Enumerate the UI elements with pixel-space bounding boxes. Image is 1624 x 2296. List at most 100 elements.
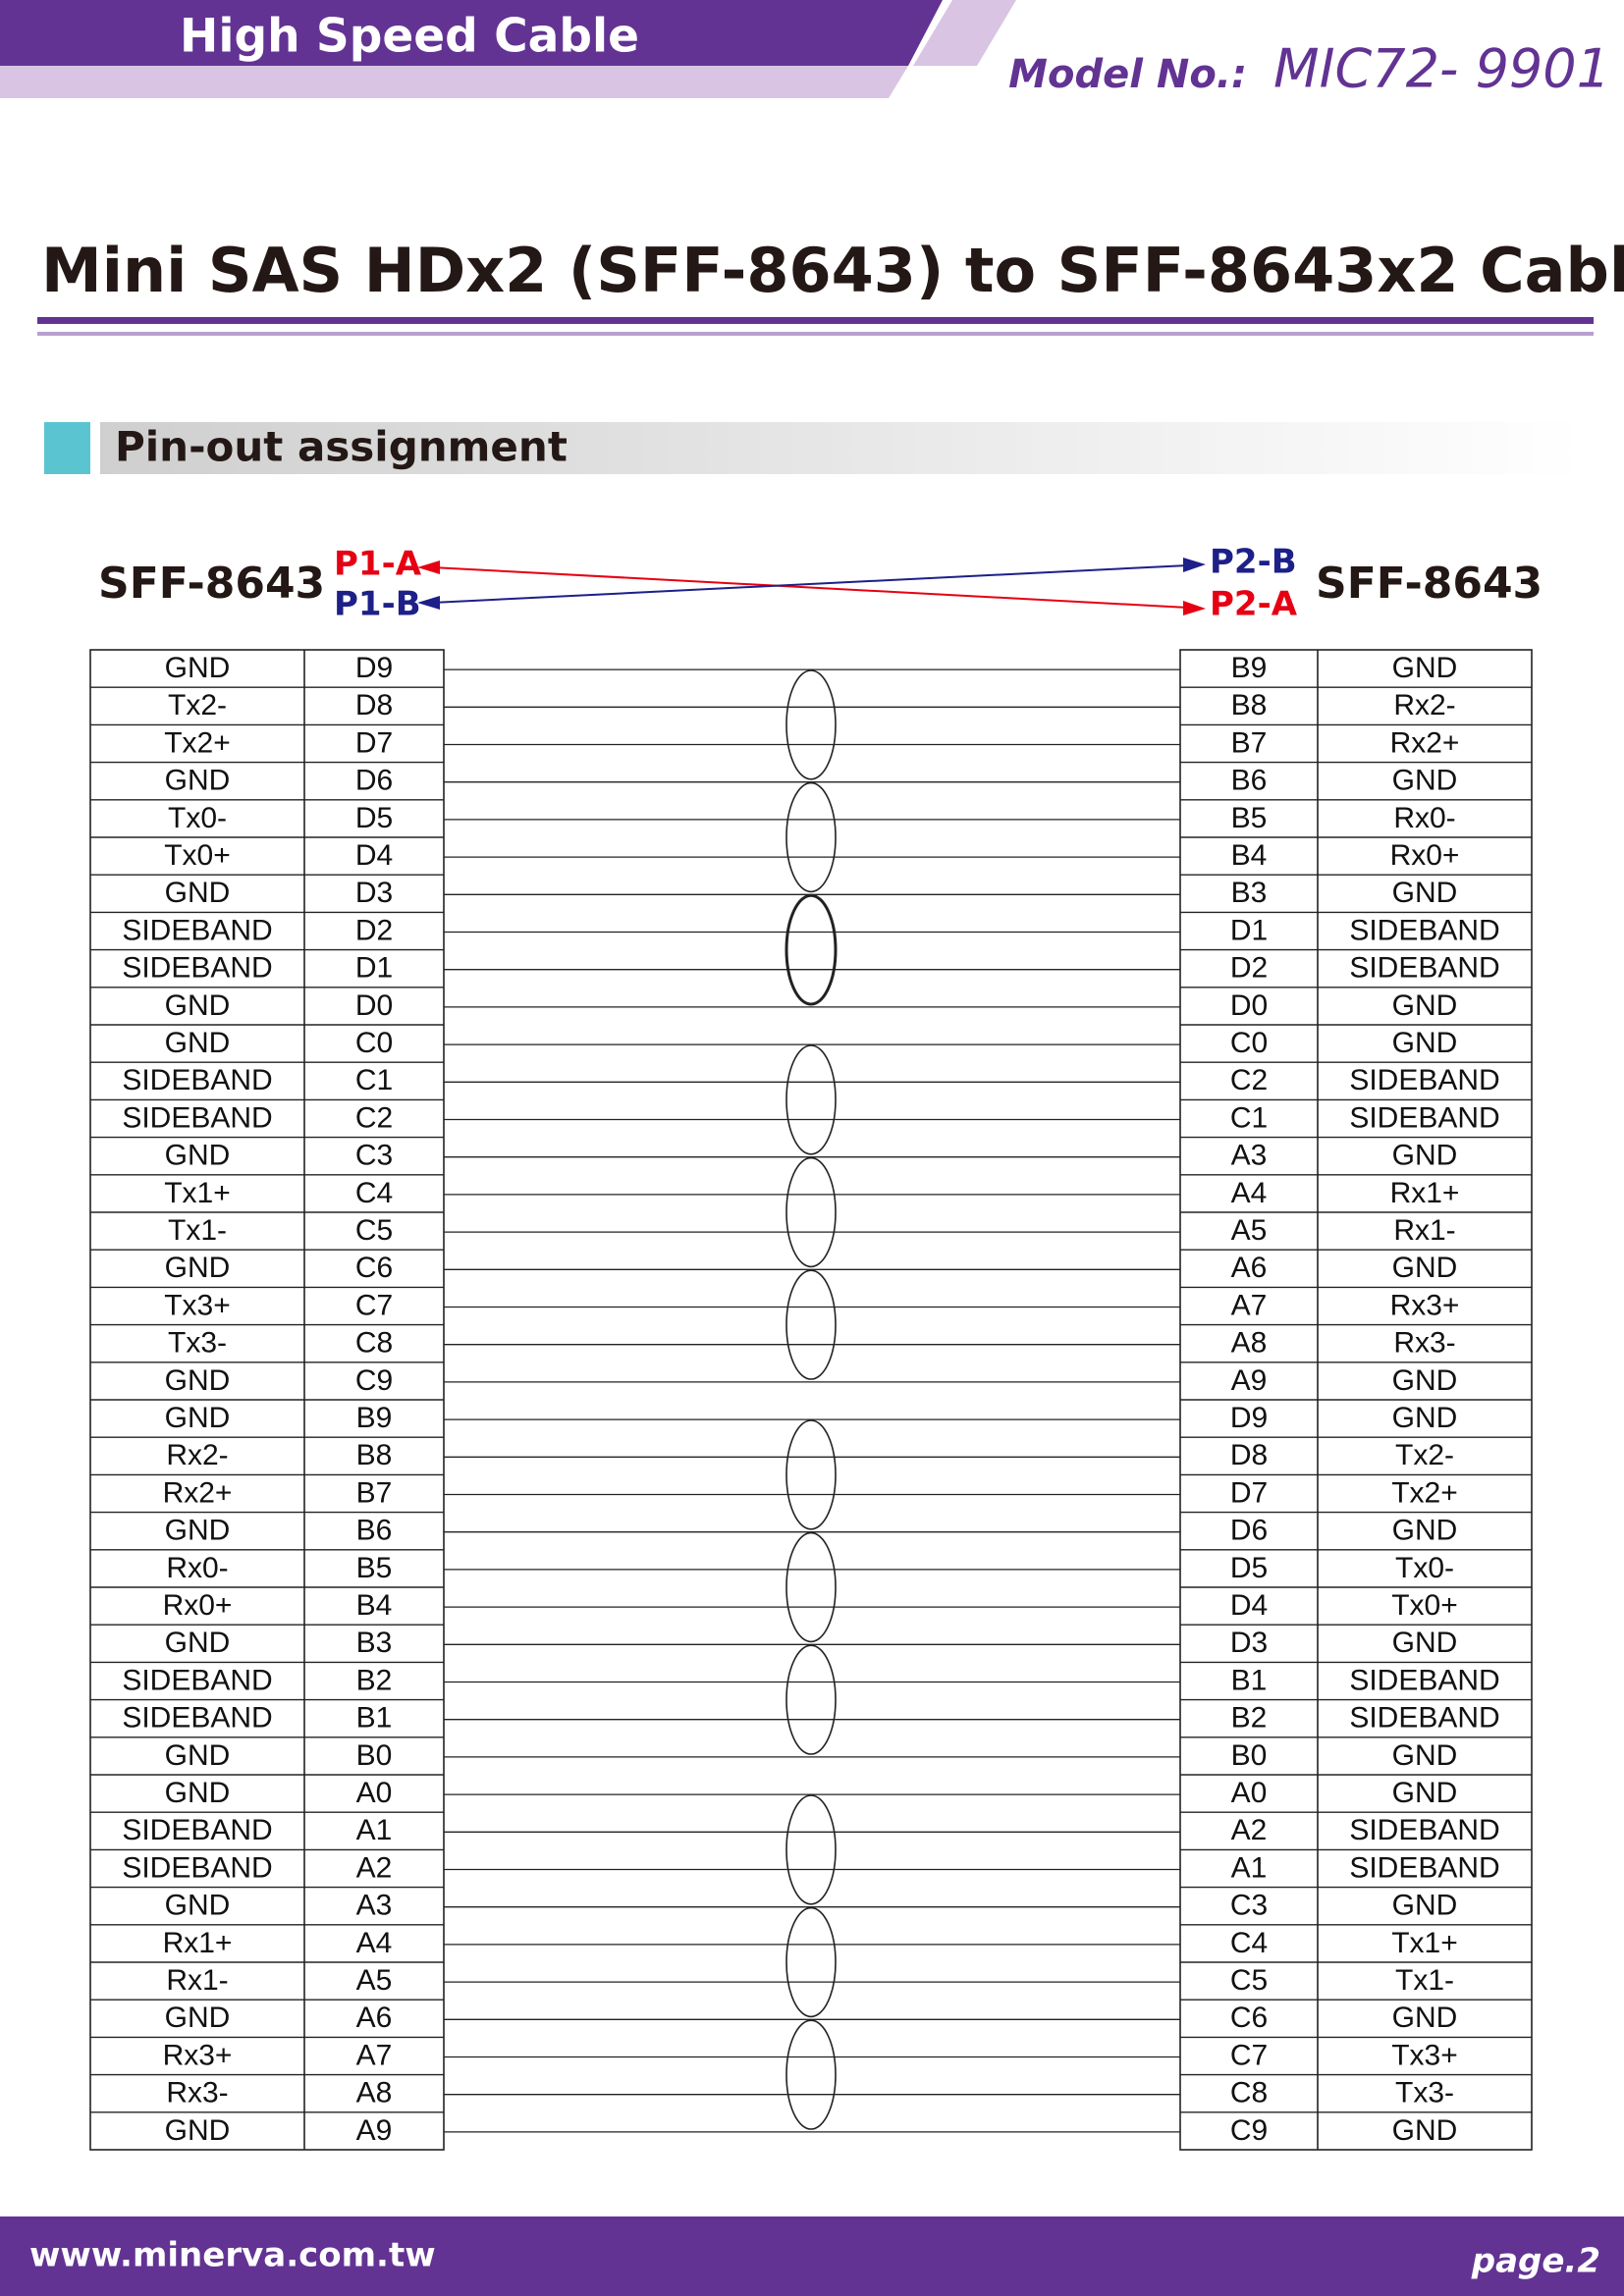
signal: GND bbox=[165, 1140, 231, 1172]
pin: A1 bbox=[356, 1814, 393, 1846]
signal: Tx2- bbox=[1395, 1439, 1454, 1471]
signal: GND bbox=[165, 1777, 231, 1809]
signal: Tx3+ bbox=[164, 1289, 231, 1321]
signal: Rx0+ bbox=[163, 1589, 233, 1622]
signal: Rx1- bbox=[166, 1964, 228, 1997]
signal: GND bbox=[165, 1027, 231, 1059]
pin: C7 bbox=[1230, 2039, 1268, 2071]
twisted-pair bbox=[785, 1644, 837, 1755]
signal: GND bbox=[1392, 1890, 1458, 1922]
page-number: page.2 bbox=[1471, 2242, 1600, 2281]
pin: D2 bbox=[1230, 952, 1268, 985]
signal: GND bbox=[1392, 989, 1458, 1022]
signal: Rx1+ bbox=[163, 1927, 233, 1959]
twisted-pair bbox=[785, 781, 837, 893]
pin: C4 bbox=[355, 1177, 393, 1209]
arrow bbox=[1183, 558, 1206, 572]
pin: C8 bbox=[1230, 2077, 1268, 2109]
header-band bbox=[0, 66, 908, 98]
pin: C6 bbox=[1230, 2002, 1268, 2034]
pin: B3 bbox=[1231, 877, 1268, 909]
section-title: Pin-out assignment bbox=[115, 423, 568, 471]
plug-label: P1-B bbox=[334, 585, 421, 624]
header-accent bbox=[913, 0, 1016, 66]
pin: B0 bbox=[356, 1739, 393, 1772]
pin: B0 bbox=[1231, 1739, 1268, 1772]
signal: Rx0+ bbox=[1390, 839, 1460, 872]
cable-line bbox=[431, 564, 1189, 604]
pinout-table: GND D9 B9 GND Tx2- D8 B8 Rx2- Tx2+ D7 B7 Rx2+ GND D6 B… bbox=[89, 649, 1533, 2151]
pin: D4 bbox=[1230, 1589, 1268, 1622]
pin: D0 bbox=[355, 989, 393, 1022]
signal: Tx3- bbox=[168, 1327, 227, 1360]
signal: Rx0- bbox=[166, 1552, 228, 1584]
signal: Rx1- bbox=[1393, 1214, 1455, 1247]
signal: GND bbox=[165, 652, 231, 684]
signal: GND bbox=[165, 1627, 231, 1659]
pin: A9 bbox=[1231, 1364, 1268, 1397]
signal: Tx2+ bbox=[164, 726, 231, 759]
signal: SIDEBAND bbox=[1349, 1664, 1499, 1696]
signal: GND bbox=[165, 1364, 231, 1397]
signal: GND bbox=[165, 989, 231, 1022]
pin: A7 bbox=[1231, 1289, 1268, 1321]
pin: A6 bbox=[356, 2002, 393, 2034]
signal: GND bbox=[1392, 1627, 1458, 1659]
pin: D5 bbox=[1230, 1552, 1268, 1584]
signal: GND bbox=[1392, 1140, 1458, 1172]
twisted-pair bbox=[785, 893, 838, 1006]
cable-line bbox=[431, 566, 1189, 609]
pin: D3 bbox=[1230, 1627, 1268, 1659]
pin: C2 bbox=[355, 1101, 393, 1134]
signal: Tx1+ bbox=[164, 1177, 231, 1209]
right-connector: SFF-8643 bbox=[1316, 559, 1543, 609]
twisted-pair bbox=[785, 1419, 837, 1530]
pin: B7 bbox=[1231, 726, 1268, 759]
pin: B6 bbox=[1231, 765, 1268, 797]
twisted-pair bbox=[785, 1906, 837, 2018]
signal: GND bbox=[1392, 2114, 1458, 2147]
pin: C9 bbox=[1230, 2114, 1268, 2147]
twisted-pair bbox=[785, 669, 837, 780]
twisted-pair bbox=[785, 1156, 837, 1268]
signal: GND bbox=[165, 1515, 231, 1547]
pin: D5 bbox=[355, 802, 393, 834]
signal: GND bbox=[165, 2002, 231, 2034]
signal: Tx0- bbox=[168, 802, 227, 834]
pin: A4 bbox=[356, 1927, 393, 1959]
pin: D4 bbox=[355, 839, 393, 872]
signal: Rx2- bbox=[1393, 689, 1455, 721]
pin: A0 bbox=[1231, 1777, 1268, 1809]
signal: GND bbox=[1392, 765, 1458, 797]
signal: Tx1- bbox=[168, 1214, 227, 1247]
signal: Rx2- bbox=[166, 1439, 228, 1471]
signal: Rx3- bbox=[166, 2077, 228, 2109]
pin: D6 bbox=[355, 765, 393, 797]
pin: D9 bbox=[355, 652, 393, 684]
pin: D0 bbox=[1230, 989, 1268, 1022]
signal: Tx2- bbox=[168, 689, 227, 721]
header-category: High Speed Cable bbox=[180, 10, 639, 64]
pin: B5 bbox=[356, 1552, 393, 1584]
twisted-pair bbox=[785, 1794, 837, 1905]
left-connector: SFF-8643 bbox=[98, 559, 325, 609]
signal: GND bbox=[1392, 652, 1458, 684]
pin: A8 bbox=[1231, 1327, 1268, 1360]
plug-label: P1-A bbox=[334, 545, 422, 584]
signal: Rx0- bbox=[1393, 802, 1455, 834]
signal: SIDEBAND bbox=[1349, 952, 1499, 985]
pin: A7 bbox=[356, 2039, 393, 2071]
signal: GND bbox=[1392, 1515, 1458, 1547]
signal: GND bbox=[165, 1890, 231, 1922]
pin: B4 bbox=[1231, 839, 1268, 872]
signal: SIDEBAND bbox=[1349, 1702, 1499, 1735]
pin: C4 bbox=[1230, 1927, 1268, 1959]
pin: B5 bbox=[1231, 802, 1268, 834]
pin: C9 bbox=[355, 1364, 393, 1397]
signal: GND bbox=[1392, 877, 1458, 909]
signal: SIDEBAND bbox=[1349, 1101, 1499, 1134]
pin: D7 bbox=[1230, 1476, 1268, 1509]
signal: Tx0+ bbox=[164, 839, 231, 872]
title: Mini SAS HDx2 (SFF-8643) to SFF-8643x2 C… bbox=[41, 235, 1624, 306]
